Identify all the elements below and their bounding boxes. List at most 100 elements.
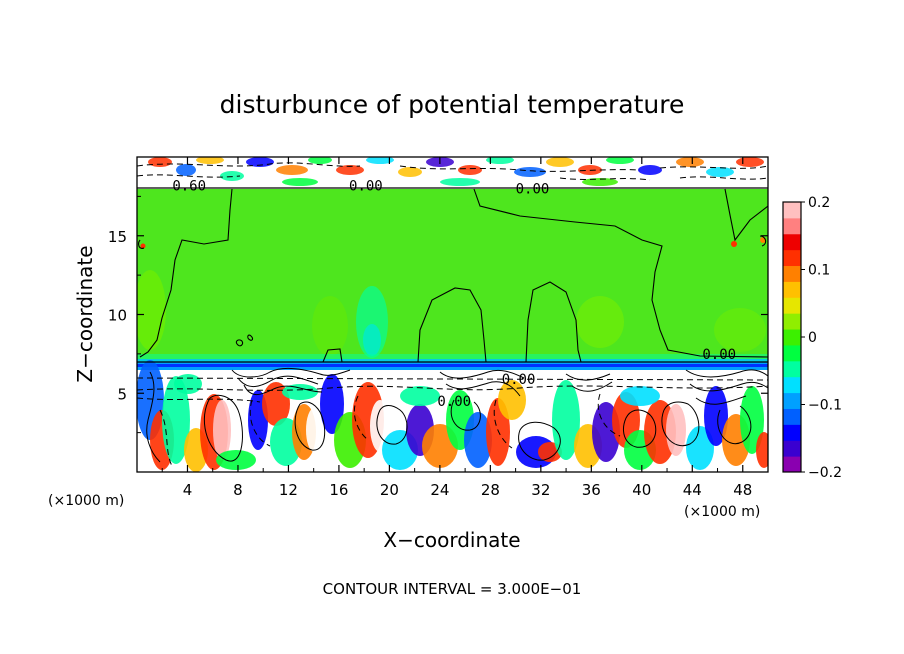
field-cell [174, 374, 202, 394]
contour-label: 0.00 [349, 178, 383, 194]
x-unit-right: (×1000 m) [684, 504, 760, 520]
colorbar-swatch [783, 281, 801, 298]
mid-layer-field [137, 189, 768, 362]
field-cell [148, 157, 172, 167]
field-cell [162, 376, 190, 464]
field-cell [366, 157, 394, 164]
x-tick-label: 28 [481, 481, 500, 499]
field-cell [736, 157, 764, 167]
contour-label: 0.00 [516, 182, 550, 198]
field-cell [176, 164, 196, 176]
colorbar-tick-label: 0.2 [808, 195, 830, 211]
field-cell [552, 380, 580, 460]
y-tick-label: 5 [117, 385, 127, 403]
contour-interval-note: CONTOUR INTERVAL = 3.000E−01 [323, 580, 582, 598]
colorbar-swatch [783, 360, 801, 378]
field-cell [676, 157, 704, 167]
colorbar-swatch [783, 424, 801, 441]
field-cell [320, 374, 344, 434]
x-tick-label: 8 [233, 481, 243, 499]
mid-layer-features [137, 237, 768, 362]
field-cell [464, 412, 492, 468]
colorbar-swatch [783, 329, 801, 346]
colorbar-swatch [783, 456, 801, 473]
field-cell [282, 384, 318, 400]
x-tick-label: 40 [632, 481, 651, 499]
field-cell [276, 165, 308, 175]
field-cell [514, 167, 546, 177]
field-cell [282, 178, 318, 186]
contour-labels: 0.60 0.00 0.00 0.00 0.00 0.00 [172, 178, 736, 410]
y-tick-label: 15 [108, 228, 127, 246]
x-tick-label: 32 [531, 481, 550, 499]
colorbar-swatch [783, 440, 801, 457]
x-tick-label: 12 [279, 481, 298, 499]
field-cell [620, 386, 660, 406]
colorbar-swatch [783, 376, 801, 394]
field-cell [398, 167, 422, 177]
field-cell [458, 165, 482, 175]
colorbar-swatch [783, 233, 801, 251]
y-tick-label: 10 [108, 307, 127, 325]
contour-label: 0.00 [702, 347, 736, 363]
x-axis: 4 8 12 16 20 24 28 32 36 40 44 48 [161, 157, 752, 499]
field-cell [400, 386, 440, 406]
field-cell [666, 404, 686, 456]
x-tick-label: 44 [683, 481, 702, 499]
field-cell [740, 386, 764, 454]
field-cell [606, 157, 634, 164]
x-tick-label: 48 [733, 481, 752, 499]
colorbar-swatch [783, 344, 801, 362]
field-cell [486, 157, 514, 164]
x-tick-label: 24 [430, 481, 449, 499]
field-cell [498, 380, 526, 420]
x-tick-label: 4 [183, 481, 193, 499]
colorbar-swatch [783, 217, 801, 235]
field-cell [686, 426, 714, 470]
x-tick-label: 36 [582, 481, 601, 499]
contour-lines [138, 188, 768, 363]
colorbar-swatch [783, 249, 801, 267]
low-layer-cells [137, 360, 768, 472]
colorbar-tick-label: −0.2 [808, 465, 842, 481]
x-tick-label: 20 [380, 481, 399, 499]
contour-label: 0.00 [502, 372, 536, 388]
field-cell [306, 408, 322, 452]
field-cell [336, 165, 364, 175]
field-cell [704, 386, 728, 446]
field-cell [220, 171, 244, 181]
field-cell [440, 178, 480, 186]
contour-lines-lower [146, 367, 768, 463]
colorbar: 0.2 0.1 0 −0.1 −0.2 [782, 195, 842, 481]
colorbar-tick-label: 0.1 [808, 263, 830, 279]
top-strip-cells [148, 157, 764, 186]
field-cell [196, 157, 224, 164]
x-unit-left: (×1000 m) [48, 493, 124, 509]
field-cell [706, 167, 734, 177]
x-tick-label: 16 [329, 481, 348, 499]
plot-area [137, 157, 768, 472]
field-cell [638, 165, 662, 175]
chart-title: disturbunce of potential temperature [220, 90, 685, 119]
colorbar-tick-label: −0.1 [808, 398, 842, 414]
colorbar-swatch [783, 313, 801, 330]
contour-label: 0.00 [437, 394, 471, 410]
field-cell [582, 178, 618, 186]
colorbar-swatch [783, 265, 801, 282]
x-axis-title: X−coordinate [383, 528, 520, 552]
y-axis: 5 10 15 [108, 195, 768, 434]
contour-label: 0.60 [172, 178, 206, 194]
colorbar-swatch [783, 297, 801, 314]
field-cell [756, 432, 768, 468]
colorbar-swatch [783, 202, 801, 219]
field-cell [546, 157, 574, 167]
y-axis-title: Z−coordinate [73, 245, 97, 382]
field-cell [216, 450, 256, 470]
field-cell [308, 157, 332, 164]
contour-lines-negative [137, 162, 768, 467]
colorbar-swatch [783, 408, 801, 425]
field-cell [213, 400, 231, 460]
colorbar-tick-label: 0 [808, 330, 817, 346]
colorbar-swatch [783, 392, 801, 409]
